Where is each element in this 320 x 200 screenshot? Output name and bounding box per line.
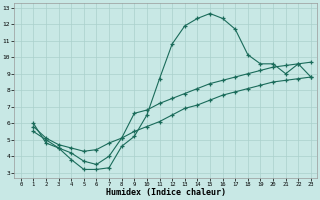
X-axis label: Humidex (Indice chaleur): Humidex (Indice chaleur)	[106, 188, 226, 197]
